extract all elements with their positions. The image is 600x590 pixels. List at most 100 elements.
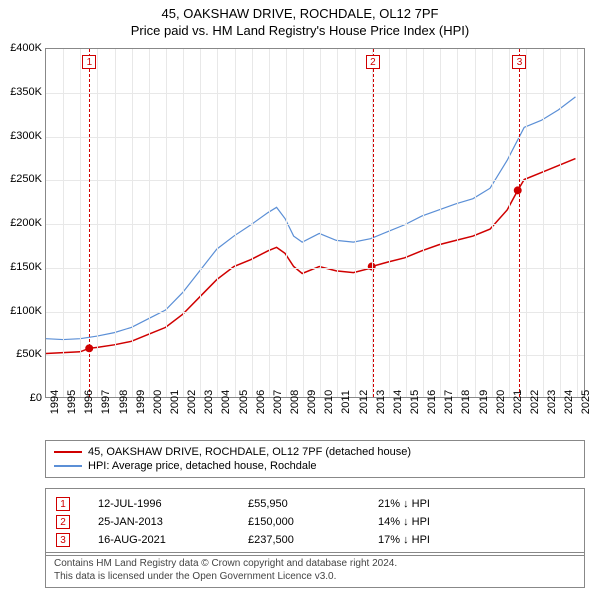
- x-tick-label: 2010: [323, 390, 335, 414]
- gridline-v: [183, 49, 184, 397]
- x-tick-label: 2009: [306, 390, 318, 414]
- x-tick-label: 2025: [580, 390, 592, 414]
- legend-item: 45, OAKSHAW DRIVE, ROCHDALE, OL12 7PF (d…: [54, 445, 576, 459]
- title-block: 45, OAKSHAW DRIVE, ROCHDALE, OL12 7PF Pr…: [0, 0, 600, 38]
- plot-area: 123: [45, 48, 585, 398]
- gridline-v: [406, 49, 407, 397]
- y-tick-label: £200K: [10, 217, 42, 229]
- x-tick-label: 2006: [255, 390, 267, 414]
- gridline-v: [269, 49, 270, 397]
- sale-ref-number: 1: [56, 497, 70, 511]
- x-tick-label: 2017: [443, 390, 455, 414]
- footer-line1: Contains HM Land Registry data © Crown c…: [54, 557, 576, 570]
- reference-marker: 1: [82, 55, 96, 69]
- sale-row: 112-JUL-1996£55,95021% ↓ HPI: [56, 495, 574, 513]
- y-tick-label: £0: [30, 392, 42, 404]
- x-tick-label: 2016: [426, 390, 438, 414]
- reference-marker: 2: [366, 55, 380, 69]
- x-tick-label: 2004: [220, 390, 232, 414]
- gridline-v: [115, 49, 116, 397]
- series-line-hpi: [46, 97, 575, 340]
- gridline-v: [355, 49, 356, 397]
- gridline-v: [200, 49, 201, 397]
- chart-container: 45, OAKSHAW DRIVE, ROCHDALE, OL12 7PF Pr…: [0, 0, 600, 590]
- title-main: 45, OAKSHAW DRIVE, ROCHDALE, OL12 7PF: [0, 6, 600, 21]
- gridline-v: [492, 49, 493, 397]
- x-tick-label: 1994: [49, 390, 61, 414]
- sale-price: £237,500: [248, 534, 378, 546]
- reference-line: [519, 49, 520, 397]
- x-tick-label: 2019: [478, 390, 490, 414]
- x-tick-label: 1997: [100, 390, 112, 414]
- y-tick-label: £100K: [10, 305, 42, 317]
- x-tick-label: 2007: [272, 390, 284, 414]
- x-tick-label: 1995: [66, 390, 78, 414]
- x-tick-label: 1999: [135, 390, 147, 414]
- legend-label: 45, OAKSHAW DRIVE, ROCHDALE, OL12 7PF (d…: [88, 446, 411, 458]
- gridline-h: [46, 180, 584, 181]
- sale-price: £150,000: [248, 516, 378, 528]
- gridline-v: [320, 49, 321, 397]
- legend-label: HPI: Average price, detached house, Roch…: [88, 460, 317, 472]
- sale-diff: 14% ↓ HPI: [378, 516, 508, 528]
- sales-table: 112-JUL-1996£55,95021% ↓ HPI225-JAN-2013…: [45, 488, 585, 556]
- x-tick-label: 2023: [546, 390, 558, 414]
- sale-date: 16-AUG-2021: [98, 534, 248, 546]
- x-tick-label: 2002: [186, 390, 198, 414]
- gridline-h: [46, 312, 584, 313]
- gridline-v: [97, 49, 98, 397]
- y-tick-label: £350K: [10, 86, 42, 98]
- x-tick-label: 2022: [529, 390, 541, 414]
- x-tick-label: 1996: [83, 390, 95, 414]
- sale-diff: 21% ↓ HPI: [378, 498, 508, 510]
- gridline-v: [543, 49, 544, 397]
- x-tick-label: 2018: [460, 390, 472, 414]
- x-tick-label: 2001: [169, 390, 181, 414]
- sale-ref-number: 2: [56, 515, 70, 529]
- y-tick-label: £300K: [10, 130, 42, 142]
- sale-ref-number: 3: [56, 533, 70, 547]
- reference-line: [373, 49, 374, 397]
- gridline-v: [389, 49, 390, 397]
- gridline-v: [526, 49, 527, 397]
- gridline-v: [303, 49, 304, 397]
- y-tick-label: £50K: [16, 348, 42, 360]
- reference-line: [89, 49, 90, 397]
- gridline-v: [166, 49, 167, 397]
- gridline-v: [132, 49, 133, 397]
- chart-svg: [46, 49, 584, 397]
- gridline-v: [63, 49, 64, 397]
- gridline-h: [46, 268, 584, 269]
- attribution-footer: Contains HM Land Registry data © Crown c…: [45, 552, 585, 588]
- gridline-v: [217, 49, 218, 397]
- gridline-v: [235, 49, 236, 397]
- x-tick-label: 2024: [563, 390, 575, 414]
- gridline-v: [252, 49, 253, 397]
- sale-row: 3 16-AUG-2021£237,50017% ↓ HPI: [56, 531, 574, 549]
- x-tick-label: 2015: [409, 390, 421, 414]
- x-tick-label: 2000: [152, 390, 164, 414]
- gridline-v: [149, 49, 150, 397]
- gridline-h: [46, 93, 584, 94]
- legend-swatch: [54, 465, 82, 467]
- x-tick-label: 2011: [340, 390, 352, 414]
- gridline-v: [560, 49, 561, 397]
- x-tick-label: 2005: [238, 390, 250, 414]
- footer-line2: This data is licensed under the Open Gov…: [54, 570, 576, 583]
- y-tick-label: £150K: [10, 261, 42, 273]
- x-tick-label: 2003: [203, 390, 215, 414]
- gridline-v: [423, 49, 424, 397]
- sale-date: 12-JUL-1996: [98, 498, 248, 510]
- gridline-v: [475, 49, 476, 397]
- sale-date: 25-JAN-2013: [98, 516, 248, 528]
- gridline-h: [46, 137, 584, 138]
- y-tick-label: £250K: [10, 173, 42, 185]
- sale-diff: 17% ↓ HPI: [378, 534, 508, 546]
- y-tick-label: £400K: [10, 42, 42, 54]
- gridline-v: [440, 49, 441, 397]
- legend: 45, OAKSHAW DRIVE, ROCHDALE, OL12 7PF (d…: [45, 440, 585, 478]
- x-tick-label: 2014: [392, 390, 404, 414]
- gridline-v: [80, 49, 81, 397]
- title-sub: Price paid vs. HM Land Registry's House …: [0, 23, 600, 38]
- x-tick-label: 1998: [118, 390, 130, 414]
